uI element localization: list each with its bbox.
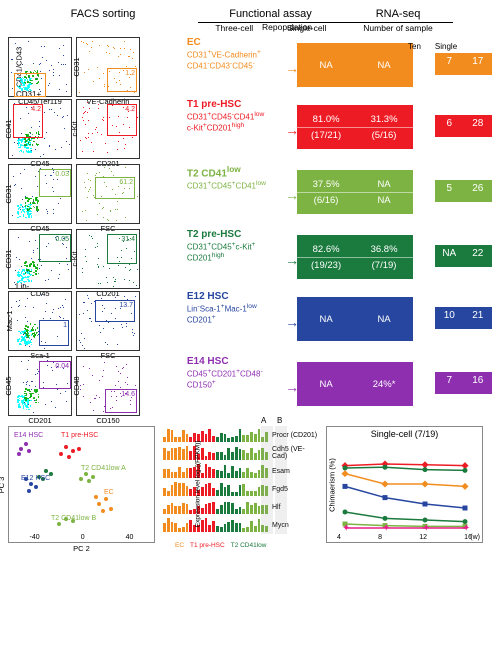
facs-plot-2: CD48CD150 14.6 — [76, 356, 140, 416]
marker-labels: EC CD31+VE-Cadherin+CD41-CD43-CD45- — [183, 37, 285, 72]
arrow-icon: → — [285, 187, 295, 203]
facs-plot-1: CD31CD45 0.03 — [8, 164, 72, 224]
arrow-icon: → — [285, 60, 295, 76]
rna-box: NA22 — [435, 245, 492, 267]
facs-plot-1: CD41/CD43CD45/Ter119 — [8, 37, 72, 97]
marker-labels: T1 pre-HSC CD31+CD45-CD41lowc-Kit+CD201h… — [183, 99, 285, 134]
row-e12: Mac-1Sca-1 1 FSC 13.7 E12 HSC Lin-Sca-1+… — [8, 291, 492, 353]
rna-box: 628 — [435, 115, 492, 137]
bottom-panels: PC 3 PC 2 E14 HSCT1 pre-HSCT2 CD41low AE… — [8, 426, 492, 543]
marker-labels: T2 pre-HSC CD31+CD45+c-Kit+CD201high — [183, 229, 285, 264]
row-e14: CD45CD201 0.04 CD48CD150 14.6 E14 HSC CD… — [8, 356, 492, 418]
row-t1: CD41CD45 4.2 c-KitCD201 4.2 T1 pre-HSC C… — [8, 99, 492, 161]
marker-labels: E12 HSC Lin-Sca-1+Mac-1lowCD201+ — [183, 291, 285, 326]
svg-text:✦: ✦ — [422, 523, 430, 533]
header-func: Functional assay — [198, 8, 343, 20]
svg-text:✦: ✦ — [342, 523, 350, 533]
sub-nsample: Number of sample — [343, 22, 453, 33]
column-headers: FACS sorting Functional assay RNA-seq — [8, 8, 492, 20]
sub-three: Three-cell — [198, 23, 271, 33]
chimaerism-plot: Single-cell (7/19) Chimaerism (%) ✦✦✦✦ 4… — [326, 426, 483, 543]
svg-text:✦: ✦ — [462, 523, 470, 533]
facs-plot-2: c-KitCD201 4.2 — [76, 99, 140, 159]
arrow-icon: → — [285, 314, 295, 330]
expression-panel: A B Procr (CD201)Cdh5 (VE-Cad)EsamFgd5Hl… — [163, 426, 318, 541]
facs-plot-1: CD41CD45 4.2 — [8, 99, 72, 159]
marker-labels: T2 CD41low CD31+CD45+CD41low — [183, 164, 285, 192]
header-rna: RNA-seq — [343, 8, 453, 20]
func-box: NANA — [297, 43, 413, 87]
row-t2low: CD31CD45 0.03 FSC 61.2 T2 CD41low CD31+C… — [8, 164, 492, 226]
sub-repop: Repopulation — [262, 22, 312, 32]
func-box: 81.0%31.3%(17/21)(5/16) — [297, 105, 413, 149]
marker-labels: E14 HSC CD45+CD201+CD48-CD150+ — [183, 356, 285, 391]
facs-plot-2: c-KitCD201 31.4 — [76, 229, 140, 289]
func-box: 82.6%36.8%(19/23)(7/19) — [297, 235, 413, 279]
facs-plot-2: CD31VE-Cadherin 1.2 — [76, 37, 140, 97]
rna-box: 1021 — [435, 307, 492, 329]
rna-box: 716 — [435, 372, 492, 394]
func-box: NA24%* — [297, 362, 413, 406]
func-box: 37.5%NA(6/16)NA — [297, 170, 413, 214]
facs-plot-2: FSC 61.2 — [76, 164, 140, 224]
pca-plot: PC 3 PC 2 E14 HSCT1 pre-HSCT2 CD41low AE… — [8, 426, 155, 543]
rna-box: 526 — [435, 180, 492, 202]
facs-plot-1: CD45CD201 0.04 — [8, 356, 72, 416]
facs-plot-1: CD31CD45 0.05 — [8, 229, 72, 289]
svg-text:✦: ✦ — [382, 523, 390, 533]
arrow-icon: → — [285, 379, 295, 395]
facs-plot-1: Mac-1Sca-1 1 — [8, 291, 72, 351]
arrow-icon: → — [285, 252, 295, 268]
func-box: NANA — [297, 297, 413, 341]
rna-box: 717 — [435, 53, 492, 75]
facs-plot-2: FSC 13.7 — [76, 291, 140, 351]
header-facs: FACS sorting — [8, 8, 198, 20]
arrow-icon: → — [285, 122, 295, 138]
sub-headers: Three-cell Single-cell Number of sample — [8, 22, 492, 33]
